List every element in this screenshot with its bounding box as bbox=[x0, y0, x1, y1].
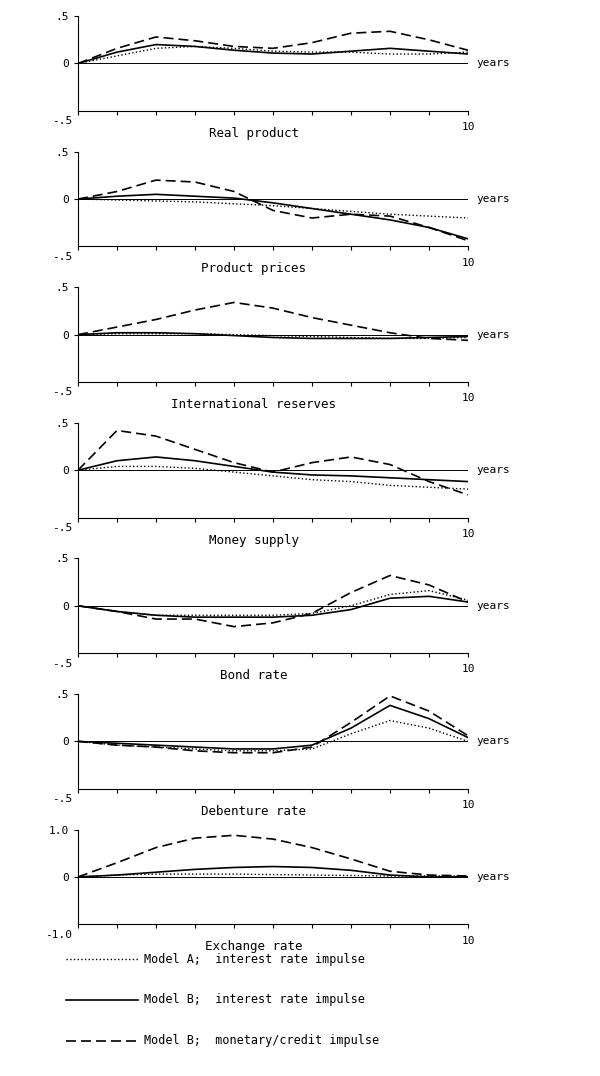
Text: years: years bbox=[476, 58, 510, 69]
Text: Exchange rate: Exchange rate bbox=[205, 940, 302, 953]
Text: 10: 10 bbox=[461, 529, 475, 539]
Text: years: years bbox=[476, 465, 510, 476]
Text: -.5: -.5 bbox=[52, 116, 72, 126]
Text: Model A;  interest rate impulse: Model A; interest rate impulse bbox=[144, 952, 365, 965]
Text: Money supply: Money supply bbox=[209, 534, 299, 547]
Text: years: years bbox=[476, 736, 510, 747]
Text: Debenture rate: Debenture rate bbox=[201, 805, 306, 818]
Text: 10: 10 bbox=[461, 394, 475, 404]
Text: Real product: Real product bbox=[209, 127, 299, 140]
Text: -.5: -.5 bbox=[52, 794, 72, 804]
Text: -1.0: -1.0 bbox=[45, 930, 72, 939]
Text: 10: 10 bbox=[461, 936, 475, 946]
Text: Bond rate: Bond rate bbox=[220, 669, 287, 682]
Text: years: years bbox=[476, 600, 510, 611]
Text: years: years bbox=[476, 329, 510, 340]
Text: -.5: -.5 bbox=[52, 659, 72, 668]
Text: 10: 10 bbox=[461, 665, 475, 675]
Text: 10: 10 bbox=[461, 258, 475, 268]
Text: years: years bbox=[476, 872, 510, 882]
Text: years: years bbox=[476, 194, 510, 204]
Text: 10: 10 bbox=[461, 123, 475, 132]
Text: -.5: -.5 bbox=[52, 387, 72, 397]
Text: Model B;  monetary/credit impulse: Model B; monetary/credit impulse bbox=[144, 1034, 379, 1047]
Text: Model B;  interest rate impulse: Model B; interest rate impulse bbox=[144, 993, 365, 1006]
Text: -.5: -.5 bbox=[52, 252, 72, 261]
Text: -.5: -.5 bbox=[52, 523, 72, 533]
Text: 10: 10 bbox=[461, 801, 475, 810]
Text: International reserves: International reserves bbox=[171, 398, 336, 411]
Text: Product prices: Product prices bbox=[201, 263, 306, 275]
